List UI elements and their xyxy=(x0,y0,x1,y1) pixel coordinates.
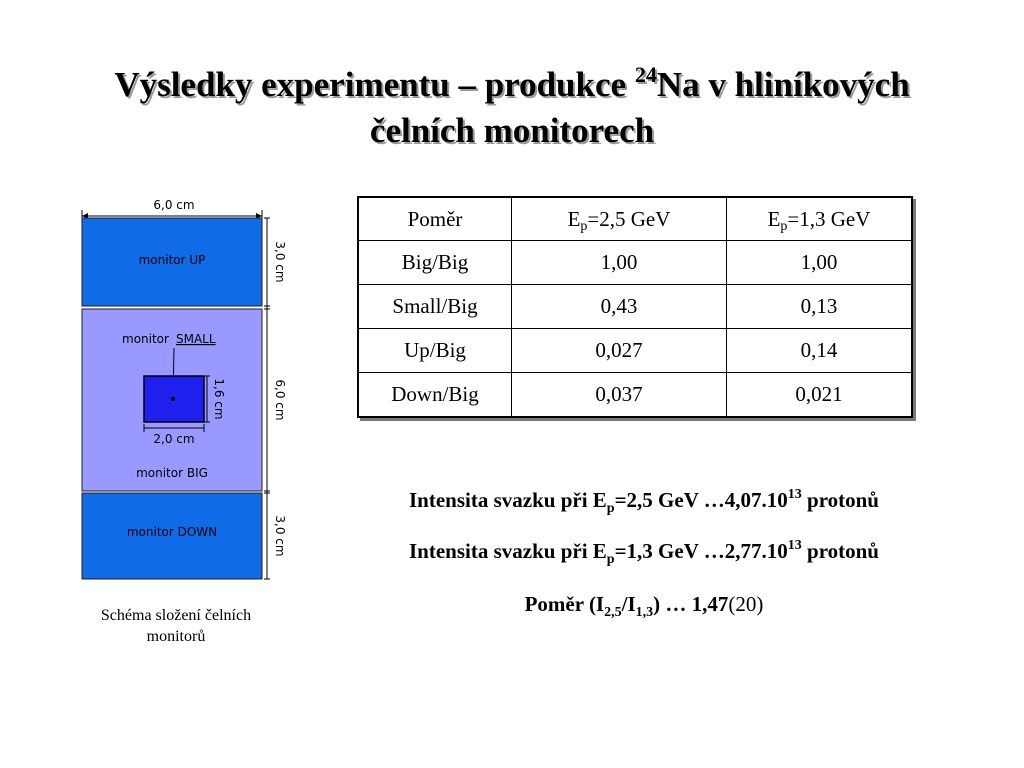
caption-line-2: monitorů xyxy=(146,628,206,645)
small-width-label: 2,0 cm xyxy=(153,432,194,446)
small-height-label: 1,6 cm xyxy=(212,378,226,419)
monitor-up-block xyxy=(81,217,263,307)
table-cell: 0,037 xyxy=(511,372,727,418)
caption-line-1: Schéma složení čelních xyxy=(100,607,252,624)
table-cell: 0,14 xyxy=(726,328,913,373)
ratio-uncertainty: (20) xyxy=(728,592,764,616)
table-row: Up/Big 0,027 0,14 xyxy=(357,328,913,373)
monitor-up-label: monitor UP xyxy=(139,253,206,267)
table-cell: 0,027 xyxy=(511,328,727,373)
table-cell: 1,00 xyxy=(511,240,727,285)
title-line-2: čelních monitorech xyxy=(369,111,655,150)
table-cell: Up/Big xyxy=(357,328,512,373)
beam-intensity-line-1: Intensita svazku při Ep=2,5 GeV …4,07.10… xyxy=(409,487,879,516)
beam-intensity-line-2: Intensita svazku při Ep=1,3 GeV …2,77.10… xyxy=(409,538,879,567)
table-row: Down/Big 0,037 0,021 xyxy=(357,372,913,418)
title-line-1: Výsledky experimentu – produkce 24Na v h… xyxy=(0,62,1024,108)
title-text-part2: Na v hliníkových xyxy=(656,65,910,104)
monitor-down-label: monitor DOWN xyxy=(127,525,217,539)
header-ep-1-3: Ep=1,3 GeV xyxy=(726,196,913,241)
ratio-table: Poměr Ep=2,5 GeV Ep=1,3 GeV Big/Big 1,00… xyxy=(357,196,913,418)
table-cell: 0,43 xyxy=(511,284,727,329)
monitor-schema-diagram: 6,0 cm monitor UP monitor SMALL 1,6 cm 2… xyxy=(81,198,287,580)
down-height-label: 3,0 cm xyxy=(273,515,287,556)
up-height-label: 3,0 cm xyxy=(273,241,287,282)
big-height-label: 6,0 cm xyxy=(273,379,287,420)
table-cell: 0,021 xyxy=(726,372,913,418)
slide-title: Výsledky experimentu – produkce 24Na v h… xyxy=(0,62,1024,154)
intensity-ratio-line: Poměr (I2,5/I1,3) … 1,47(20) xyxy=(524,592,764,620)
header-ratio: Poměr xyxy=(357,196,512,241)
table-header-row: Poměr Ep=2,5 GeV Ep=1,3 GeV xyxy=(357,196,913,241)
monitor-big-label: monitor BIG xyxy=(136,466,208,480)
header-ep-2-5: Ep=2,5 GeV xyxy=(511,196,727,241)
monitor-down-block xyxy=(81,492,263,580)
table-cell: Big/Big xyxy=(357,240,512,285)
monitor-small-label: SMALL xyxy=(176,332,216,346)
width-label: 6,0 cm xyxy=(153,198,194,212)
table-row: Small/Big 0,43 0,13 xyxy=(357,284,913,329)
table-cell: 0,13 xyxy=(726,284,913,329)
title-superscript: 24 xyxy=(634,62,657,87)
title-text-part1: Výsledky experimentu – produkce xyxy=(114,65,635,104)
table-row: Big/Big 1,00 1,00 xyxy=(357,240,913,285)
table-cell: Down/Big xyxy=(357,372,512,418)
table-cell: Small/Big xyxy=(357,284,512,329)
diagram-caption: Schéma složení čelních monitorů xyxy=(74,605,278,647)
table-cell: 1,00 xyxy=(726,240,913,285)
monitor-small-label-prefix: monitor xyxy=(122,332,169,346)
